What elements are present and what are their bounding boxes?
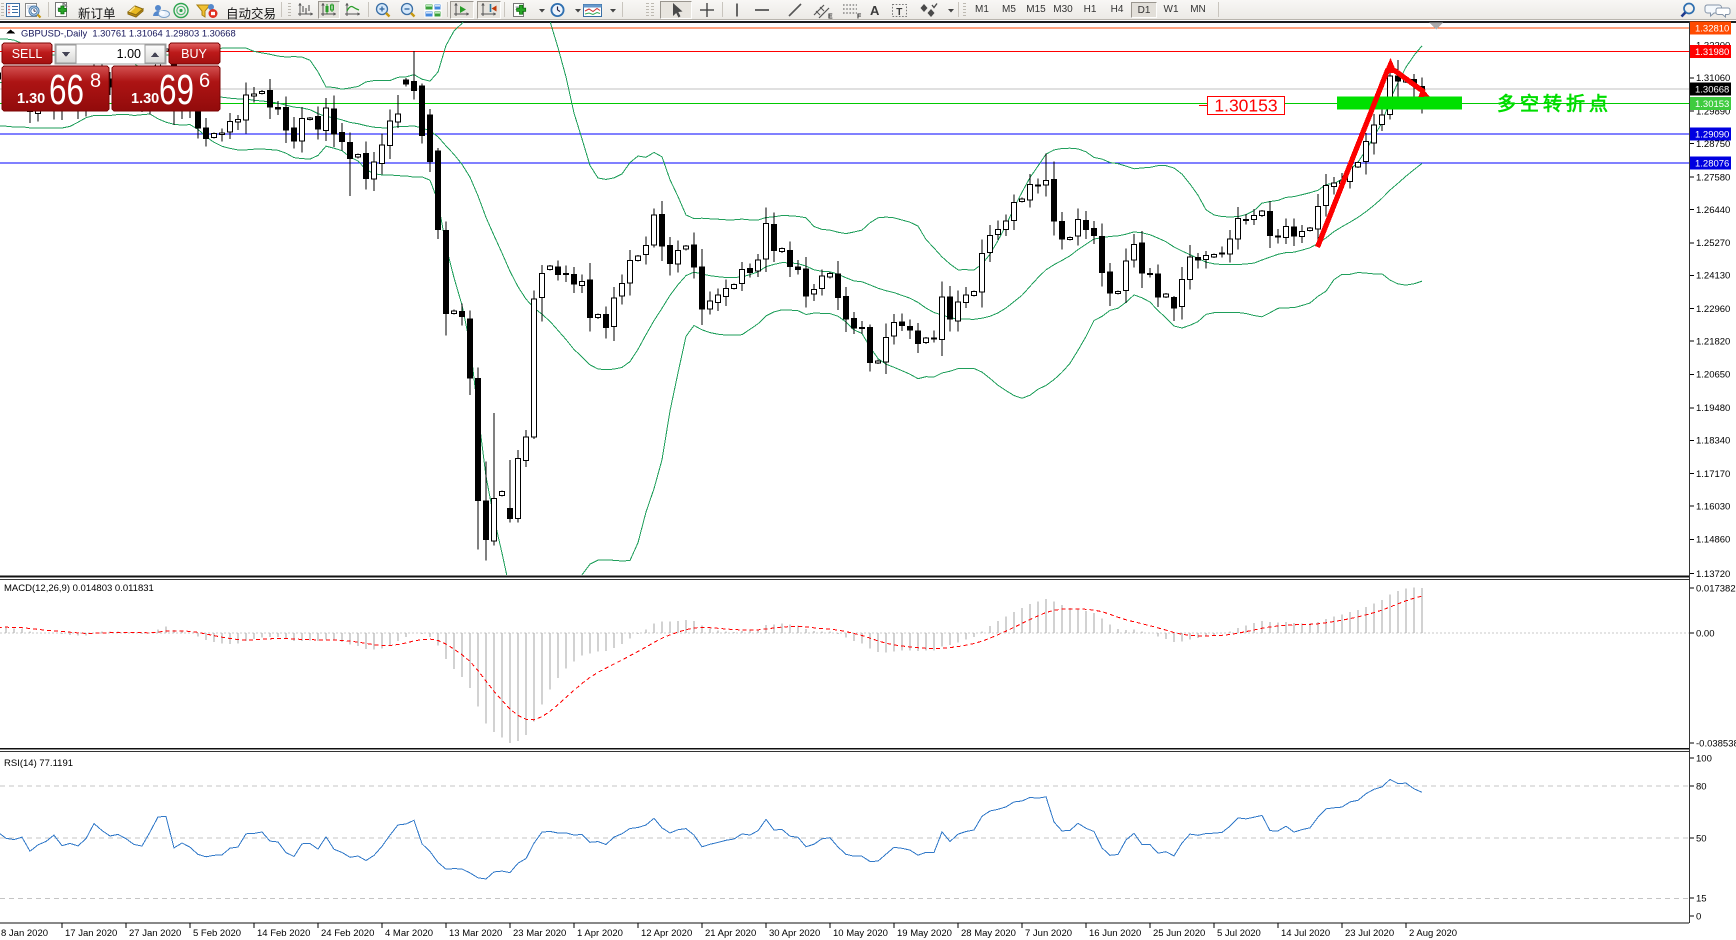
svg-text:1.30153: 1.30153 [1695,99,1729,110]
svg-text:1.30153: 1.30153 [1214,96,1277,116]
svg-text:12 Apr 2020: 12 Apr 2020 [641,928,692,939]
svg-text:1.19480: 1.19480 [1696,403,1730,414]
svg-text:1.30668: 1.30668 [1695,85,1729,96]
svg-text:1.21820: 1.21820 [1696,336,1730,347]
svg-text:5 Feb 2020: 5 Feb 2020 [193,928,241,939]
svg-text:80: 80 [1696,781,1707,792]
svg-text:1.29090: 1.29090 [1695,130,1729,141]
svg-text:1.14860: 1.14860 [1696,535,1730,546]
svg-text:1.28750: 1.28750 [1696,139,1730,150]
svg-text:5 Jul 2020: 5 Jul 2020 [1217,928,1261,939]
svg-text:27 Jan 2020: 27 Jan 2020 [129,928,181,939]
svg-text:1.26440: 1.26440 [1696,205,1730,216]
svg-text:4 Mar 2020: 4 Mar 2020 [385,928,433,939]
svg-text:SELL: SELL [12,47,43,61]
svg-text:13 Mar 2020: 13 Mar 2020 [449,928,502,939]
svg-text:14 Feb 2020: 14 Feb 2020 [257,928,310,939]
svg-text:0: 0 [1696,911,1701,922]
svg-text:1.28076: 1.28076 [1695,158,1729,169]
svg-text:1.32810: 1.32810 [1695,24,1729,35]
svg-text:30 Apr 2020: 30 Apr 2020 [769,928,820,939]
svg-text:8 Jan 2020: 8 Jan 2020 [1,928,48,939]
svg-text:7 Jun 2020: 7 Jun 2020 [1025,928,1072,939]
svg-text:1.29890: 1.29890 [1696,107,1730,118]
svg-text:1.16030: 1.16030 [1696,501,1730,512]
svg-text:1.31060: 1.31060 [1696,73,1730,84]
svg-text:14 Jul 2020: 14 Jul 2020 [1281,928,1330,939]
svg-text:23 Mar 2020: 23 Mar 2020 [513,928,566,939]
svg-text:1.30: 1.30 [131,91,159,107]
svg-text:GBPUSD-,Daily 1.30761 1.31064: GBPUSD-,Daily 1.30761 1.31064 1.29803 1.… [21,27,236,38]
svg-text:8: 8 [90,70,101,92]
svg-text:19 May 2020: 19 May 2020 [897,928,952,939]
svg-text:10 May 2020: 10 May 2020 [833,928,888,939]
svg-text:1.22960: 1.22960 [1696,304,1730,315]
svg-text:1.17170: 1.17170 [1696,469,1730,480]
svg-text:1.30: 1.30 [17,91,45,107]
svg-text:-0.038538: -0.038538 [1696,738,1736,749]
svg-text:2 Aug 2020: 2 Aug 2020 [1409,928,1457,939]
svg-text:多空转折点: 多空转折点 [1497,92,1612,115]
svg-text:0.00: 0.00 [1696,628,1715,639]
svg-text:50: 50 [1696,833,1707,844]
svg-text:69: 69 [159,66,194,114]
svg-text:1.24130: 1.24130 [1696,271,1730,282]
svg-text:23 Jul 2020: 23 Jul 2020 [1345,928,1394,939]
svg-text:1.20650: 1.20650 [1696,370,1730,381]
svg-text:1 Apr 2020: 1 Apr 2020 [577,928,623,939]
svg-text:0.017382: 0.017382 [1696,583,1736,594]
svg-text:1.27580: 1.27580 [1696,172,1730,183]
svg-text:6: 6 [199,70,210,92]
svg-text:24 Feb 2020: 24 Feb 2020 [321,928,374,939]
svg-text:T: T [896,7,902,18]
svg-text:MACD(12,26,9) 0.014803 0.01183: MACD(12,26,9) 0.014803 0.011831 [4,583,154,594]
svg-text:17 Jan 2020: 17 Jan 2020 [65,928,117,939]
svg-text:E: E [828,14,833,20]
svg-text:15: 15 [1696,893,1707,904]
svg-text:16 Jun 2020: 16 Jun 2020 [1089,928,1141,939]
svg-text:100: 100 [1696,753,1712,764]
svg-text:1.25270: 1.25270 [1696,238,1730,249]
svg-text:F: F [857,14,862,20]
svg-text:1.13720: 1.13720 [1696,569,1730,580]
svg-text:66: 66 [49,66,84,114]
svg-text:1.31980: 1.31980 [1695,47,1729,58]
svg-text:1.18340: 1.18340 [1696,436,1730,447]
svg-text:28 May 2020: 28 May 2020 [961,928,1016,939]
svg-text:25 Jun 2020: 25 Jun 2020 [1153,928,1205,939]
svg-text:BUY: BUY [181,47,207,61]
svg-text:1.00: 1.00 [117,47,141,61]
svg-text:RSI(14) 77.1191: RSI(14) 77.1191 [4,758,73,769]
svg-text:21 Apr 2020: 21 Apr 2020 [705,928,756,939]
